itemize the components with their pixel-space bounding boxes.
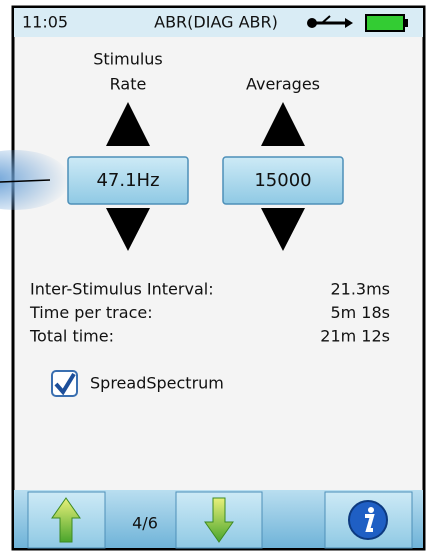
control-label: Averages (246, 75, 320, 94)
value-text: 47.1Hz (96, 170, 159, 191)
screen-title: ABR(DIAG ABR) (154, 13, 278, 32)
device-frame (11, 5, 426, 551)
battery-icon (365, 14, 408, 32)
value-button[interactable] (222, 156, 344, 205)
control-label: Rate (110, 75, 147, 94)
next-button[interactable] (175, 491, 263, 549)
info-label: Time per trace: (29, 303, 153, 322)
checkbox-label: SpreadSpectrum (90, 374, 224, 393)
value-text: 15000 (254, 170, 311, 191)
decrease-button[interactable] (106, 208, 150, 251)
time: 11:05 (22, 13, 68, 32)
control-label: Stimulus (93, 50, 163, 69)
increase-button[interactable] (106, 102, 150, 146)
info-value: 21m 12s (320, 327, 390, 346)
value-button[interactable] (67, 156, 189, 205)
info-value: 21.3ms (330, 280, 390, 299)
callout (0, 150, 70, 210)
page-indicator: 4/6 (132, 514, 158, 533)
prev-button[interactable] (27, 491, 106, 549)
usb-icon (307, 15, 353, 28)
increase-button[interactable] (261, 102, 305, 146)
checkbox[interactable] (51, 370, 78, 397)
info-value: 5m 18s (330, 303, 390, 322)
info-label: Total time: (29, 327, 114, 346)
info-label: Inter-Stimulus Interval: (30, 280, 214, 299)
decrease-button[interactable] (261, 208, 305, 251)
status-bar (14, 8, 423, 37)
info-button[interactable] (324, 491, 413, 549)
